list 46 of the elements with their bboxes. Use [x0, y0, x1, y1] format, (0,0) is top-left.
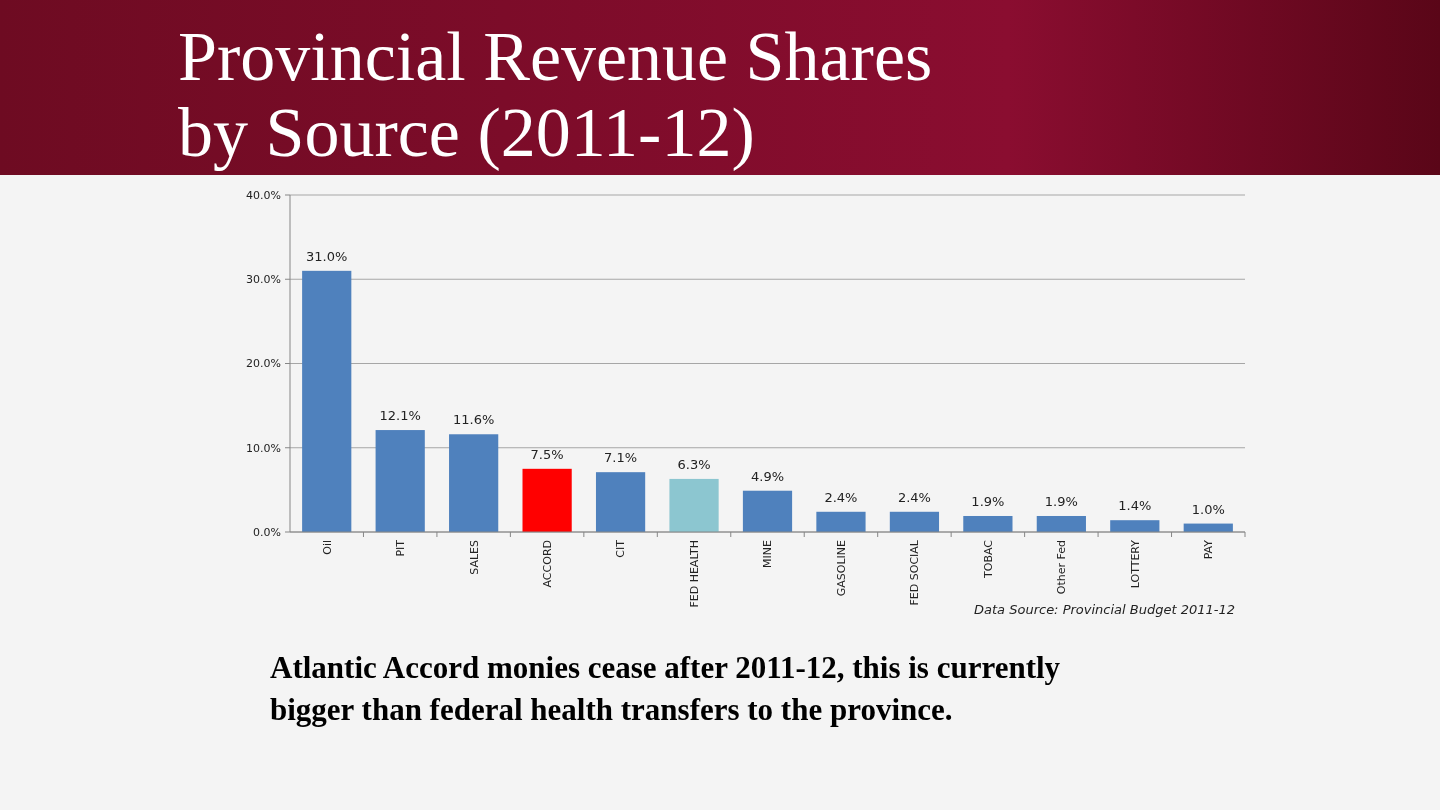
x-tick-label: CIT: [614, 539, 628, 558]
bar: [302, 270, 352, 532]
data-label: 7.1%: [604, 450, 638, 466]
data-label: 1.9%: [971, 493, 1005, 509]
y-tick-label: 20.0%: [246, 357, 281, 371]
data-label: 4.9%: [750, 468, 785, 484]
bar: [669, 478, 719, 532]
data-label: 11.6%: [453, 412, 495, 428]
bar: [963, 515, 1013, 532]
data-label: 1.0%: [1191, 501, 1225, 517]
x-tick-label: PIT: [394, 539, 408, 557]
y-tick-label: 40.0%: [246, 188, 281, 202]
bar: [595, 472, 646, 532]
x-tick-label: TOBAC: [981, 539, 995, 579]
text: Atlantic Accord monies cease after 2011-12, this is currently bigger than federal health transfers to the province.: [270, 650, 1061, 727]
x-tick-label: Oil: [320, 540, 334, 555]
bar: [375, 430, 425, 532]
y-tick-label: 30.0%: [246, 273, 281, 287]
x-tick-label: SALES: [467, 539, 481, 575]
data-label: 2.4%: [897, 489, 931, 505]
x-tick-label: LOTTERY: [1128, 539, 1142, 589]
x-tick-label: ACCORD: [540, 540, 554, 588]
x-tick-label: PAY: [1202, 539, 1216, 560]
data-label: 7.5%: [530, 446, 564, 462]
x-tick-label: GASOLINE: [834, 539, 848, 597]
source-note: Data Source: Provincial Budget 2011-12: [974, 602, 1235, 617]
x-tick-label: FED HEALTH: [687, 540, 701, 608]
bar: [816, 511, 866, 532]
bar: [449, 434, 499, 532]
x-tick-label: Other Fed: [1055, 540, 1069, 595]
bar: [1036, 515, 1086, 532]
data-label: 1.4%: [1118, 498, 1152, 514]
bar: [522, 468, 572, 532]
data-label: 1.9%: [1044, 493, 1078, 509]
data-label: 12.1%: [379, 408, 421, 424]
data-label: 31.0%: [306, 248, 348, 264]
x-tick-label: FED SOCIAL: [908, 539, 922, 606]
y-tick-label: 0.0%: [253, 525, 281, 539]
data-label: 6.3%: [677, 456, 711, 472]
y-tick-label: 10.0%: [246, 441, 281, 455]
bar: [889, 511, 940, 532]
bar: [1110, 520, 1160, 532]
data-label: 2.4%: [824, 489, 858, 505]
x-tick-label: MINE: [761, 539, 775, 568]
bar: [742, 490, 793, 532]
chart-title: Provincial Revenue Shares by Source (2011-12): [178, 18, 933, 171]
